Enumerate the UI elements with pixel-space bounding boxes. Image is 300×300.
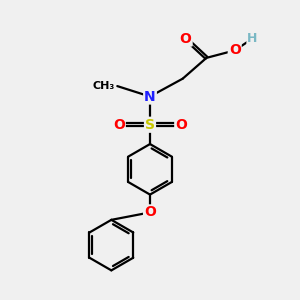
Text: H: H — [248, 32, 258, 45]
Text: O: O — [144, 206, 156, 219]
Text: O: O — [113, 118, 125, 132]
Text: S: S — [145, 118, 155, 132]
Text: O: O — [229, 44, 241, 57]
Text: N: N — [144, 89, 156, 103]
Text: O: O — [175, 118, 187, 132]
Text: CH₃: CH₃ — [92, 81, 114, 91]
Text: O: O — [180, 32, 192, 46]
